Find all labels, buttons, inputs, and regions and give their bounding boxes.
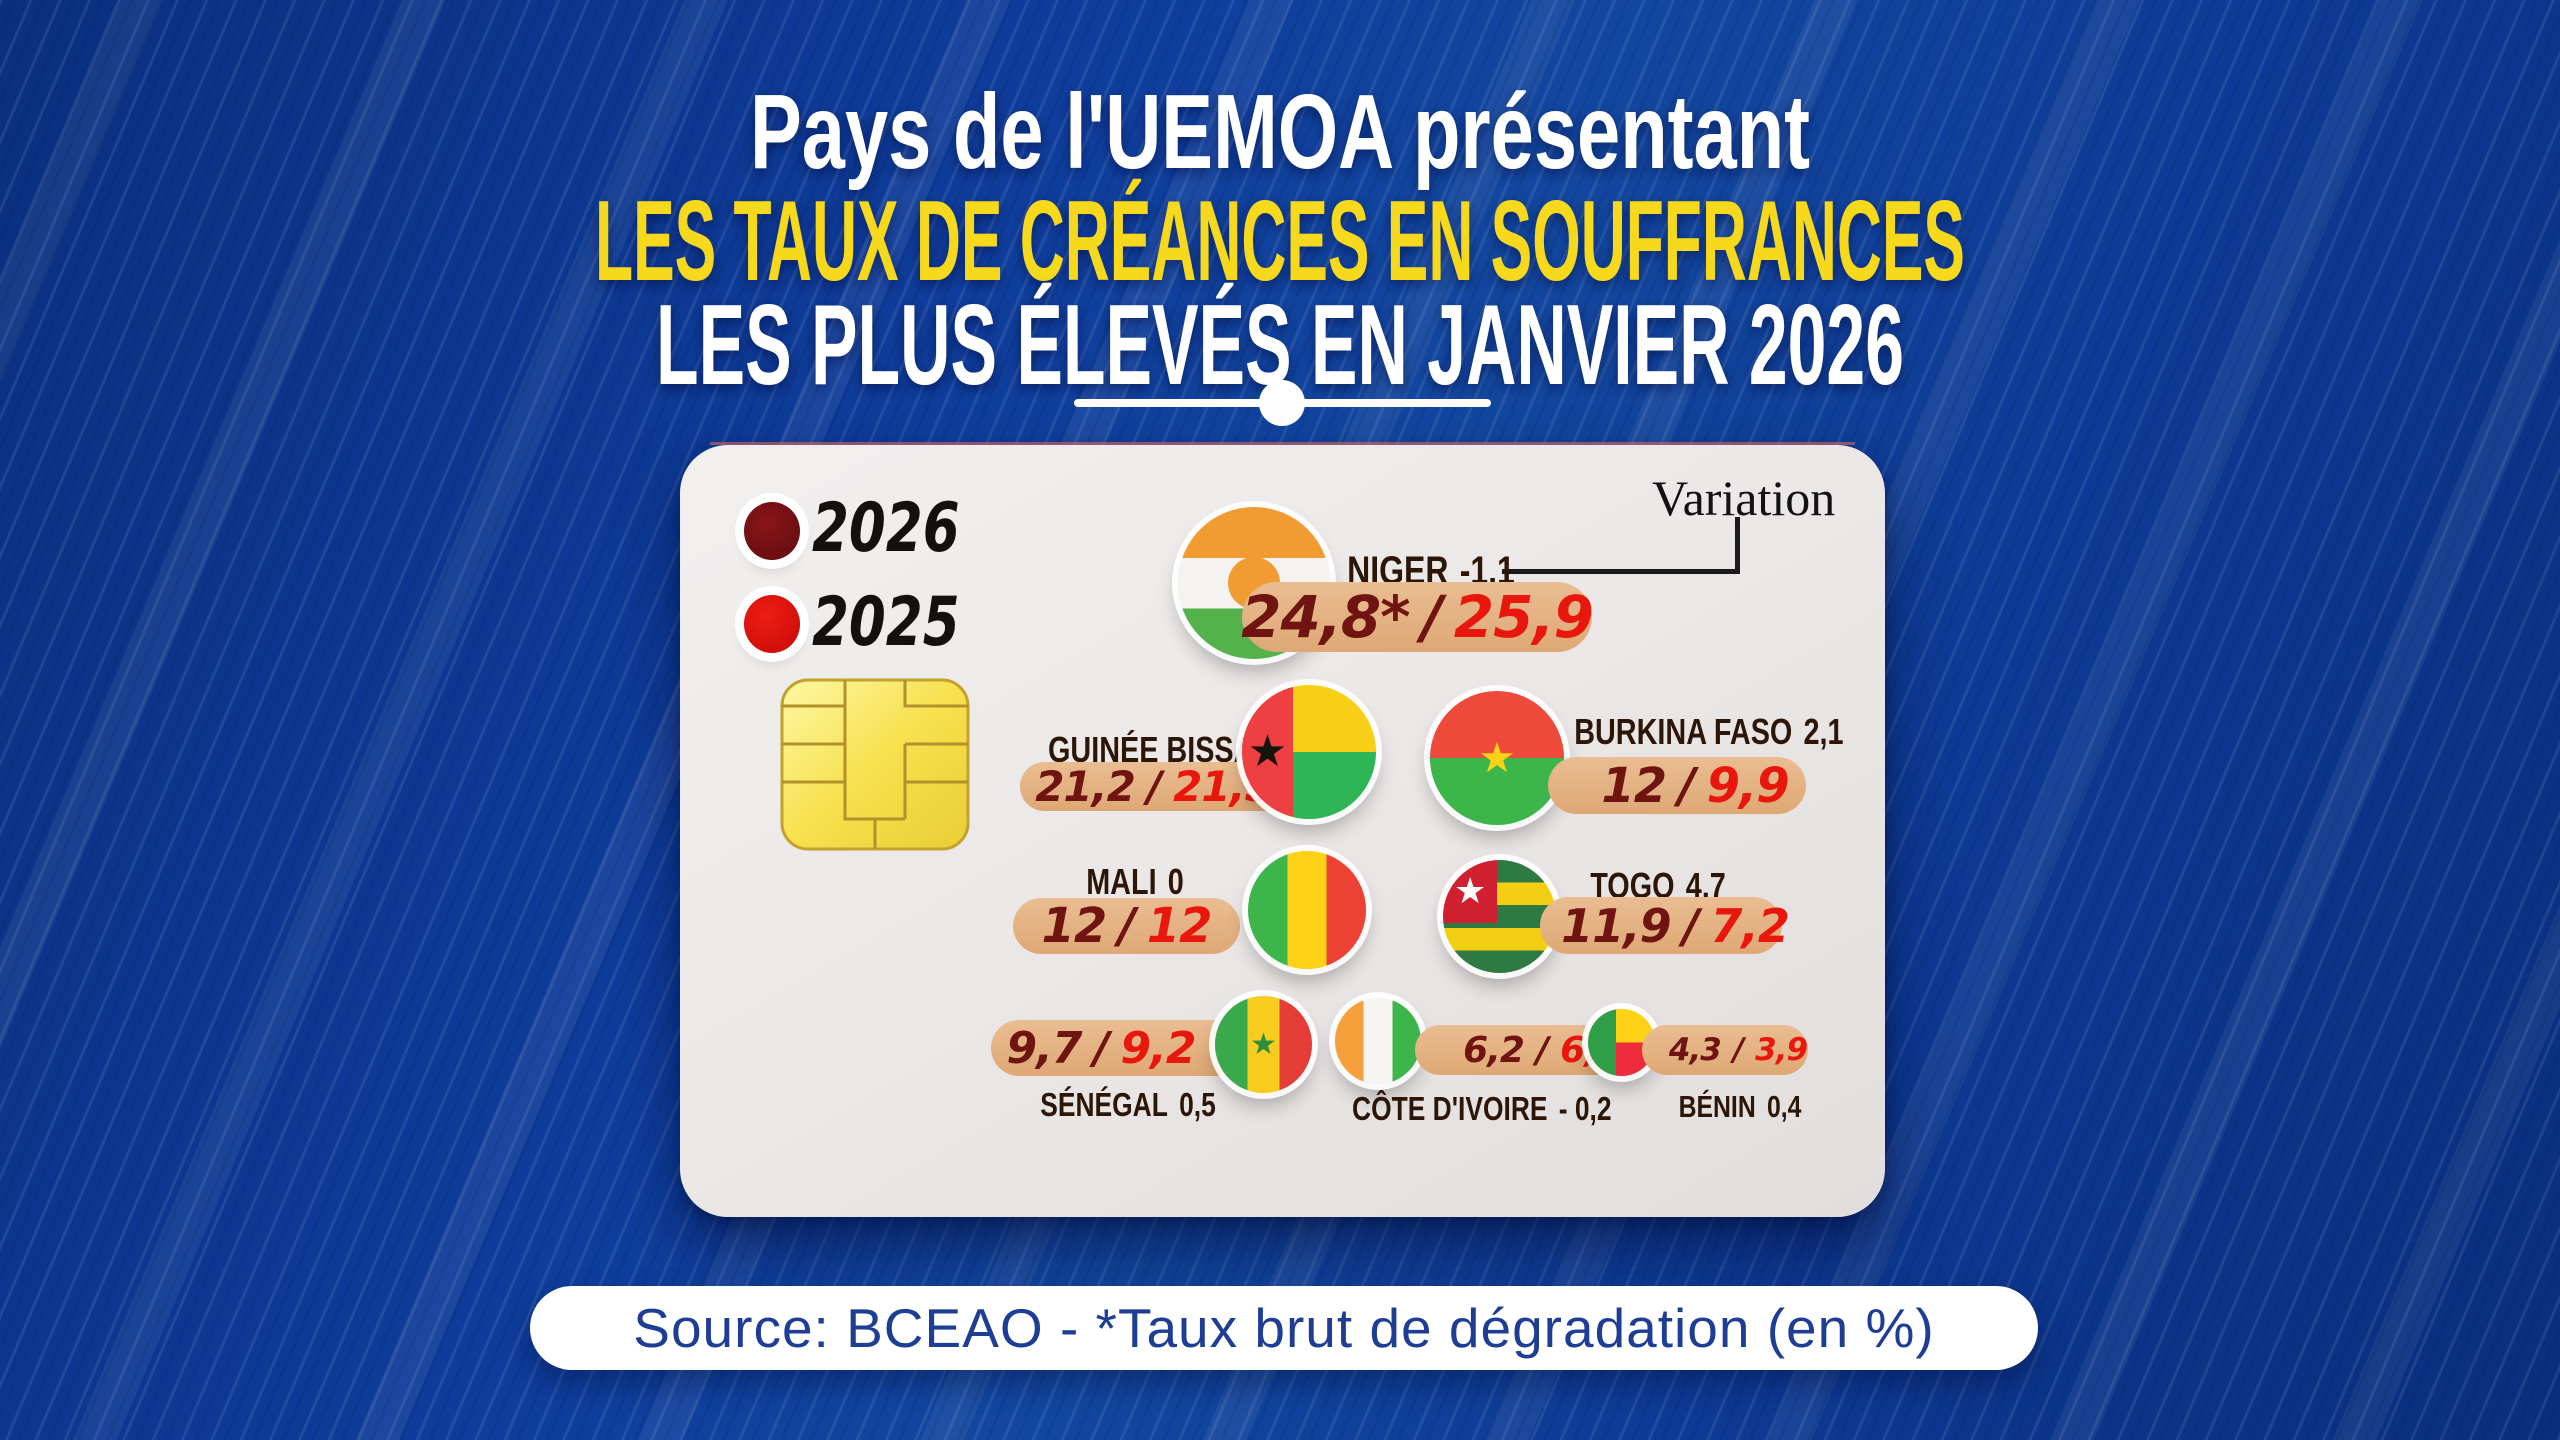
country-name: BURKINA FASO bbox=[1574, 711, 1793, 752]
variation-connector-line bbox=[1502, 569, 1740, 574]
togo-star-icon: ★ bbox=[1453, 869, 1487, 911]
value-pill-burkina-faso: 12/9,9 bbox=[1548, 757, 1806, 814]
title-divider-dot bbox=[1259, 380, 1305, 426]
value-2026: 24,8* bbox=[1241, 583, 1410, 651]
country-label-burkina-faso: BURKINA FASO 2,1 bbox=[1574, 711, 1843, 753]
guinee-bissau-star-icon: ★ bbox=[1247, 727, 1288, 776]
value-separator: / bbox=[1146, 762, 1162, 811]
title-block: Pays de l'UEMOA présentant LES TAUX DE C… bbox=[595, 73, 1965, 409]
value-2025: 9,9 bbox=[1706, 757, 1790, 814]
value-2025: 12 bbox=[1146, 898, 1213, 954]
value-2026: 12 bbox=[1041, 898, 1107, 954]
variation-connector-line bbox=[1735, 517, 1740, 574]
value-pill-mali: 12/12 bbox=[1013, 898, 1240, 954]
country-variation: 0,4 bbox=[1766, 1089, 1802, 1124]
value-2026: 6,2 bbox=[1463, 1029, 1525, 1071]
value-2025: 3,9 bbox=[1755, 1032, 1808, 1068]
legend-label-2025: 2025 bbox=[812, 583, 960, 662]
value-separator: / bbox=[1093, 1022, 1109, 1074]
value-2025: 7,2 bbox=[1710, 898, 1789, 953]
burkina-faso-flag: ★ bbox=[1430, 691, 1564, 825]
source-text: Source: BCEAO - *Taux brut de dégradatio… bbox=[633, 1297, 1935, 1359]
value-2025: 9,2 bbox=[1120, 1022, 1197, 1074]
credit-card-panel: 2026 2025 Variation NIGER -1,1 24,8*/25,9… bbox=[680, 442, 1885, 1217]
value-2026: 4,3 bbox=[1668, 1032, 1722, 1068]
country-label-mali: MALI 0 bbox=[1055, 861, 1215, 903]
value-2026: 9,7 bbox=[1006, 1022, 1083, 1074]
country-label-senegal: SÉNÉGAL 0,5 bbox=[1040, 1086, 1216, 1124]
variation-label: Variation bbox=[1652, 470, 1836, 526]
country-name: BÉNIN bbox=[1678, 1089, 1756, 1124]
legend-dot-2026 bbox=[744, 502, 800, 560]
country-name: SÉNÉGAL bbox=[1040, 1086, 1168, 1123]
country-name: CÔTE D'IVOIRE bbox=[1352, 1090, 1548, 1127]
country-variation: 0,5 bbox=[1179, 1086, 1216, 1123]
card-chip-icon bbox=[780, 678, 970, 851]
value-separator: / bbox=[1535, 1029, 1549, 1071]
value-separator: / bbox=[1682, 898, 1700, 953]
mali-flag bbox=[1248, 851, 1366, 969]
country-label-benin: BÉNIN 0,4 bbox=[1652, 1089, 1828, 1125]
senegal-star-icon: ★ bbox=[1250, 1027, 1277, 1061]
value-2025: 25,9 bbox=[1453, 583, 1594, 651]
value-separator: / bbox=[1421, 583, 1443, 651]
value-separator: / bbox=[1118, 898, 1136, 954]
country-variation: - 0,2 bbox=[1558, 1090, 1612, 1127]
value-pill-benin: 4,3 / 3,9 bbox=[1642, 1025, 1808, 1075]
value-pill-togo: 11,9/7,2 bbox=[1540, 897, 1790, 954]
value-2026: 11,9 bbox=[1561, 898, 1671, 953]
source-banner: Source: BCEAO - *Taux brut de dégradatio… bbox=[530, 1286, 2038, 1370]
legend-label-2026: 2026 bbox=[812, 489, 960, 568]
value-pill-senegal: 9,7/9,2 bbox=[991, 1020, 1255, 1076]
legend-dot-2025 bbox=[744, 595, 800, 653]
title-line-2: LES TAUX DE CRÉANCES EN SOUFFRANCES bbox=[595, 178, 1965, 305]
burkina-faso-star-icon: ★ bbox=[1478, 734, 1516, 781]
senegal-flag: ★ bbox=[1215, 996, 1312, 1093]
value-pill-niger: 24,8*/25,9 bbox=[1241, 582, 1594, 652]
value-2026: 12 bbox=[1601, 757, 1667, 814]
value-2026: 21,2 bbox=[1035, 762, 1136, 811]
title-line-1: Pays de l'UEMOA présentant bbox=[750, 73, 1810, 191]
value-separator: / bbox=[1678, 757, 1696, 814]
togo-flag: ★ bbox=[1443, 860, 1556, 973]
value-separator: / bbox=[1732, 1032, 1744, 1068]
country-name: MALI bbox=[1086, 861, 1157, 902]
country-variation: 0 bbox=[1167, 861, 1184, 902]
country-label-cote-divoire: CÔTE D'IVOIRE - 0,2 bbox=[1352, 1090, 1612, 1128]
guinee-bissau-flag: ★ bbox=[1242, 685, 1376, 819]
country-variation: 2,1 bbox=[1803, 711, 1844, 752]
cote-divoire-flag bbox=[1335, 998, 1421, 1084]
